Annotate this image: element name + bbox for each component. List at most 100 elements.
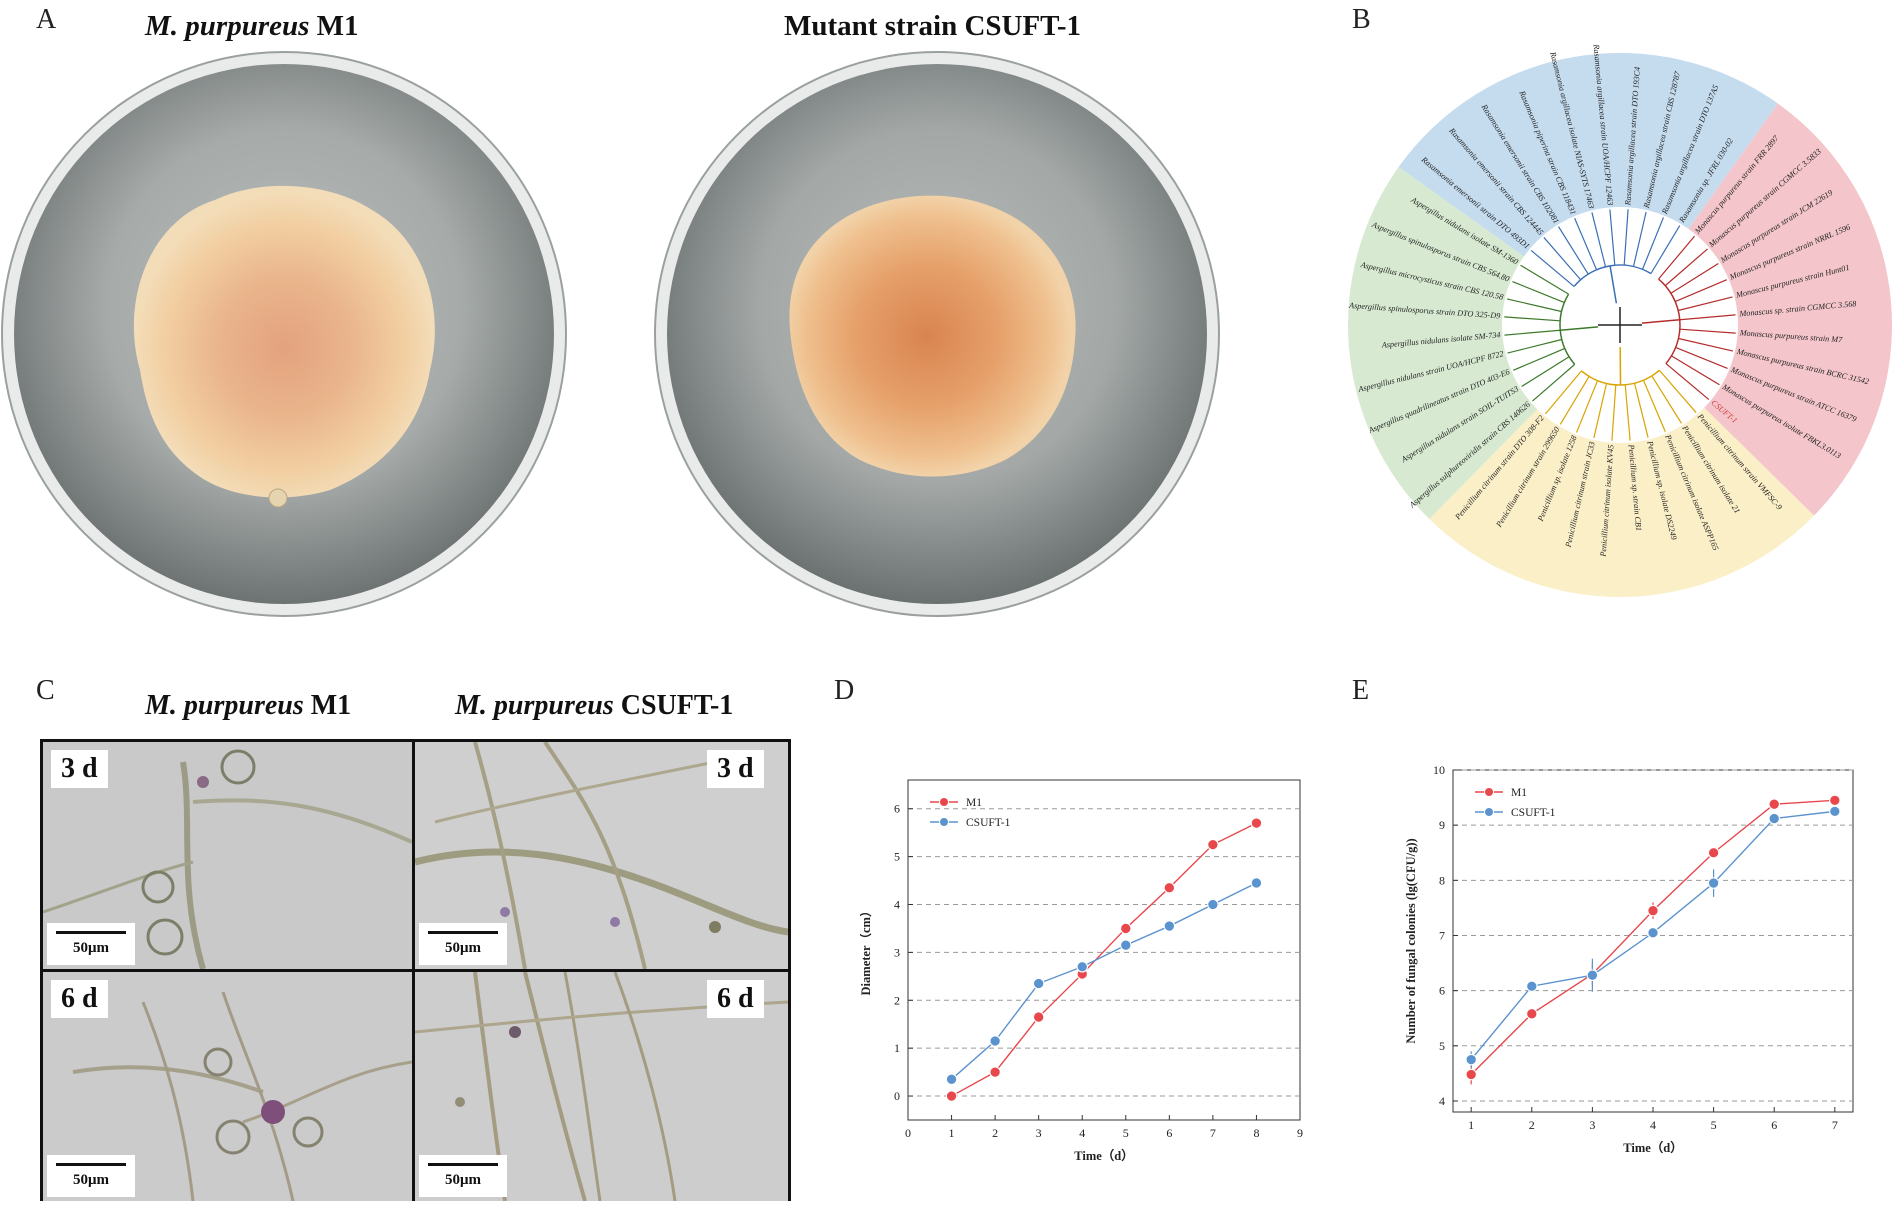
petri-dish-m1 bbox=[1, 51, 567, 617]
panel-a-letter: A bbox=[36, 4, 57, 35]
x-tick-label: 6 bbox=[1771, 1118, 1777, 1132]
series-line-m1 bbox=[951, 822, 1257, 1097]
legend-marker bbox=[1484, 787, 1494, 797]
leaf-branch bbox=[1665, 363, 1710, 401]
data-point-csuft-1 bbox=[1465, 1053, 1477, 1066]
legend-marker bbox=[1484, 807, 1494, 817]
y-tick-label: 2 bbox=[894, 993, 900, 1007]
x-tick-label: 4 bbox=[1650, 1118, 1656, 1132]
leaf-branch bbox=[1558, 226, 1589, 275]
clade-sector-yellow bbox=[1429, 325, 1815, 597]
growth-diameter-chart: 0 1 2 3 4 5 6 0 1 2 3 4 5 6 7 8 9 Time（d） Diameter（cm） M1 CS… bbox=[860, 779, 1303, 1163]
panel-a-left-title: M. purpureus M1 bbox=[145, 10, 359, 43]
x-tick-label: 4 bbox=[1079, 1126, 1085, 1140]
x-tick-label: 3 bbox=[1036, 1126, 1042, 1140]
plot-frame bbox=[1452, 769, 1854, 1113]
data-point-csuft-1 bbox=[1829, 805, 1841, 818]
day-label: 6 d bbox=[51, 980, 108, 1018]
data-point-m1 bbox=[1707, 846, 1720, 859]
leaf-branch bbox=[1650, 225, 1681, 274]
y-tick-label: 10 bbox=[1433, 763, 1445, 777]
leaf-branch bbox=[1507, 338, 1562, 354]
scale-bar-label: 50μm bbox=[445, 940, 481, 956]
clade-sector-blue bbox=[1398, 53, 1778, 326]
petri-dish-csuft1 bbox=[654, 51, 1220, 617]
leaf-branch bbox=[1532, 363, 1576, 402]
legend-label: CSUFT-1 bbox=[1511, 807, 1556, 819]
x-tick-label: 1 bbox=[1468, 1118, 1474, 1132]
clade-stem-green bbox=[1560, 326, 1599, 331]
data-point-csuft-1 bbox=[1647, 926, 1659, 939]
y-tick-label: 0 bbox=[894, 1089, 900, 1103]
y-tick-label: 3 bbox=[894, 945, 900, 959]
series-line-csuft-1 bbox=[951, 882, 1257, 1080]
data-point-m1 bbox=[1163, 881, 1176, 894]
scale-bar-line bbox=[56, 1163, 126, 1166]
x-tick-label: 6 bbox=[1166, 1126, 1172, 1140]
leaf-branch bbox=[1512, 280, 1565, 304]
data-point-m1 bbox=[1829, 794, 1841, 807]
leaf-branch bbox=[1642, 379, 1666, 433]
data-point-csuft-1 bbox=[1586, 969, 1599, 981]
data-point-csuft-1 bbox=[1250, 877, 1263, 889]
panel-c-right-title: M. purpureus CSUFT-1 bbox=[455, 690, 733, 722]
y-axis-label: Diameter（cm） bbox=[860, 905, 873, 996]
leaf-branch bbox=[1609, 209, 1616, 266]
data-point-csuft-1 bbox=[1768, 812, 1780, 825]
leaf-branch bbox=[1504, 329, 1561, 336]
y-tick-label: 4 bbox=[1439, 1094, 1445, 1108]
y-tick-label: 7 bbox=[1439, 928, 1445, 942]
clade-sector-red bbox=[1620, 103, 1892, 516]
legend-label: M1 bbox=[1511, 787, 1527, 799]
panel-c-left-title: M. purpureus M1 bbox=[145, 690, 351, 722]
clade-sector-green bbox=[1348, 167, 1620, 520]
leaf-branch bbox=[1632, 211, 1647, 267]
day-label: 3 d bbox=[707, 750, 764, 788]
clade-branch-arc-yellow bbox=[1580, 369, 1660, 386]
y-tick-label: 5 bbox=[1439, 1039, 1445, 1053]
data-point-csuft-1 bbox=[1163, 920, 1176, 932]
leaf-branch bbox=[1559, 376, 1590, 425]
leaf-branch bbox=[1512, 347, 1566, 371]
leaf-branch bbox=[1574, 217, 1598, 271]
scale-bar: 50μm bbox=[419, 923, 507, 965]
legend-marker bbox=[939, 797, 949, 807]
data-point-m1 bbox=[1526, 1008, 1538, 1020]
species-name: M. purpureus bbox=[145, 690, 304, 721]
y-tick-label: 1 bbox=[894, 1041, 900, 1055]
x-tick-label: 0 bbox=[905, 1126, 911, 1140]
plot-frame bbox=[907, 779, 1301, 1121]
y-tick-label: 8 bbox=[1439, 873, 1445, 887]
leaf-branch bbox=[1591, 212, 1607, 267]
panel-a-right-title: Mutant strain CSUFT-1 bbox=[784, 10, 1082, 42]
scale-bar: 50μm bbox=[47, 923, 135, 965]
x-tick-label: 2 bbox=[1529, 1118, 1535, 1132]
leaf-branch bbox=[1679, 314, 1736, 321]
panel-d-letter: D bbox=[834, 675, 855, 706]
phylogenetic-tree: Rasamsonia emersonii strain DTO 493D1Ras… bbox=[1348, 43, 1892, 597]
x-tick-label: 7 bbox=[1832, 1118, 1838, 1132]
leaf-branch bbox=[1521, 356, 1570, 387]
data-point-m1 bbox=[989, 1066, 1001, 1078]
day-label: 3 d bbox=[51, 750, 108, 788]
leaf-branch bbox=[1651, 375, 1682, 424]
fungal-colonies-chart: 4 5 6 7 8 9 10 1 2 3 4 5 6 7 Time（d） Number of fungal c… bbox=[1404, 763, 1854, 1155]
data-point-m1 bbox=[1250, 817, 1263, 829]
leaf-branch bbox=[1506, 298, 1562, 313]
leaf-branch bbox=[1678, 296, 1733, 312]
data-point-csuft-1 bbox=[1207, 898, 1219, 911]
clade-stem-red bbox=[1641, 319, 1680, 324]
panel-c-letter: C bbox=[36, 675, 55, 706]
data-point-m1 bbox=[1768, 798, 1780, 810]
leaf-branch bbox=[1675, 346, 1728, 370]
leaf-branch bbox=[1664, 248, 1708, 287]
x-axis-label: Time（d） bbox=[1623, 1140, 1683, 1155]
leaf-branch bbox=[1678, 337, 1734, 352]
leaf-branch bbox=[1544, 370, 1582, 415]
data-point-m1 bbox=[945, 1090, 958, 1102]
x-tick-label: 9 bbox=[1297, 1126, 1303, 1140]
scale-bar-label: 50μm bbox=[73, 1172, 109, 1188]
day-label: 6 d bbox=[707, 980, 764, 1018]
leaf-branch bbox=[1530, 249, 1575, 287]
x-tick-label: 1 bbox=[949, 1126, 955, 1140]
